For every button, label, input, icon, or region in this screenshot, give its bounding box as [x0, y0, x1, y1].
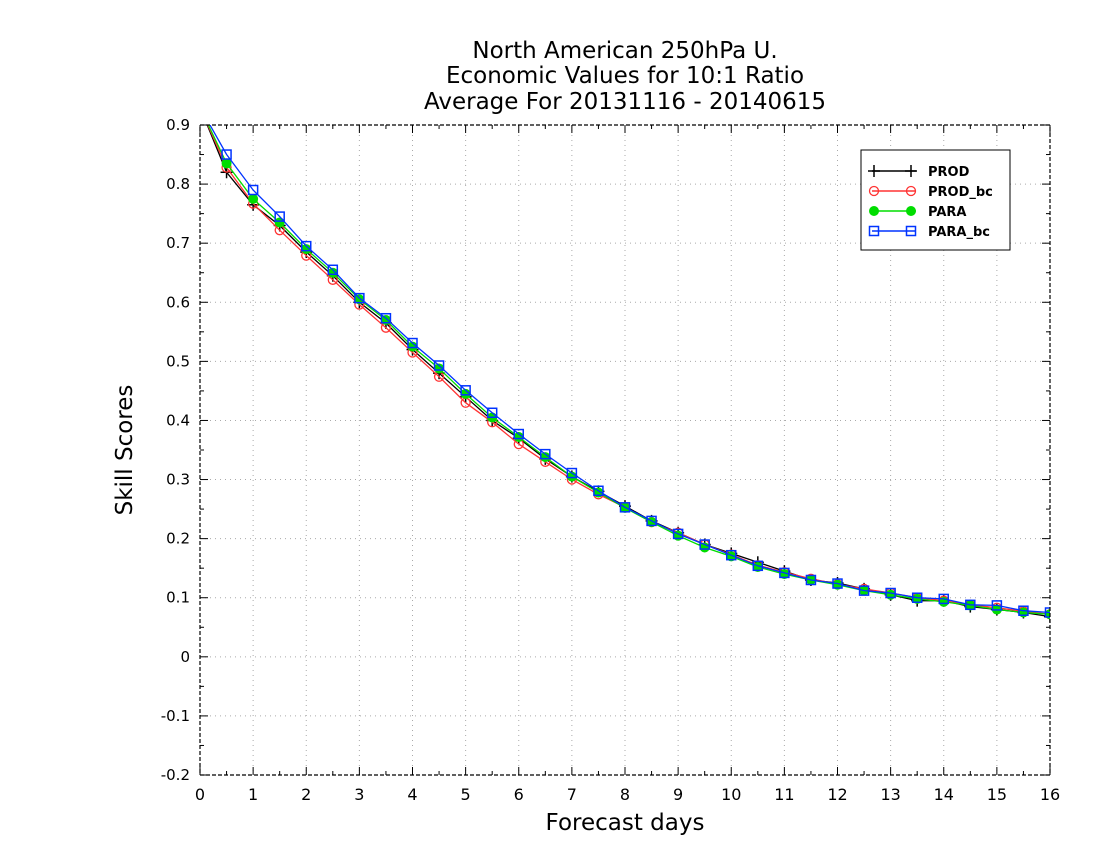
series-line-para-bc	[209, 125, 1050, 614]
x-tick-label: 10	[721, 785, 741, 804]
x-tick-label: 2	[301, 785, 311, 804]
data-point-para-bc	[832, 578, 843, 589]
legend: PROD PROD_bc PARA PARA_bc	[860, 149, 1011, 251]
legend-marker-para-bc	[905, 225, 917, 237]
data-point-para-bc	[805, 574, 817, 586]
legend-entry-para: PARA	[869, 205, 966, 220]
x-tick-label: 9	[673, 785, 683, 804]
data-point-para-bc	[221, 149, 232, 160]
chart-title-line-2: Economic Values for 10:1 Ratio	[445, 63, 805, 89]
data-point-para-bc	[593, 485, 604, 497]
axis-ticks: 0 1 2 3 4 5 6 7 8 9 10 11 12 13 14 15 16-0.2-0.100.10.20…	[161, 116, 1060, 804]
series-para-bc	[209, 125, 1050, 618]
data-point-para-bc	[486, 407, 498, 419]
data-point-para-bc	[699, 539, 710, 550]
legend-label-prod-bc: PROD_bc	[928, 185, 993, 200]
x-tick-label: 4	[407, 785, 417, 804]
y-tick-label: 0.9	[166, 116, 190, 134]
data-point-para-bc	[513, 428, 524, 440]
data-point-para	[221, 158, 232, 169]
x-tick-label: 8	[620, 785, 630, 804]
data-point-para-bc	[247, 184, 259, 196]
data-point-para-bc	[407, 337, 418, 349]
y-tick-label: 0.7	[166, 234, 190, 252]
data-point-para-bc	[858, 585, 870, 596]
legend-marker-para	[906, 206, 916, 216]
data-point-para-bc	[911, 592, 923, 603]
grid-lines	[200, 125, 1050, 775]
chart-title-line-1: North American 250hPa U.	[472, 38, 778, 64]
y-tick-label: 0.4	[166, 411, 190, 429]
data-point-para	[248, 193, 259, 204]
y-tick-label: 0.8	[166, 175, 190, 193]
data-point-para-bc	[752, 560, 764, 572]
x-tick-label: 11	[774, 785, 794, 804]
legend-entry-para-bc: PARA_bc	[868, 225, 990, 240]
y-tick-label: 0.6	[166, 293, 190, 311]
data-point-para-bc	[1018, 605, 1029, 616]
data-point-para-bc	[726, 549, 737, 561]
legend-marker-prod-bc	[905, 185, 917, 197]
data-point-para-bc	[965, 599, 976, 611]
x-tick-label: 1	[248, 785, 258, 804]
data-point-para-bc	[460, 385, 471, 396]
x-tick-label: 7	[567, 785, 577, 804]
data-point-para-bc	[354, 292, 365, 304]
data-point-para-bc	[327, 264, 339, 276]
chart-title-line-3: Average For 20131116 - 20140615	[423, 89, 827, 115]
data-point-para-bc	[433, 360, 445, 371]
legend-marker-prod-bc	[868, 185, 880, 197]
y-tick-label: 0.5	[166, 352, 190, 370]
series-group	[206, 125, 1050, 623]
data-point-para-bc	[938, 593, 949, 605]
data-point-para-bc	[619, 502, 631, 513]
data-point-para-bc	[1044, 607, 1050, 618]
legend-entry-prod: PROD	[868, 165, 970, 180]
data-point-para-bc	[274, 211, 285, 222]
data-point-para-bc	[779, 567, 790, 579]
x-axis-label: Forecast days	[545, 810, 705, 836]
data-point-para-bc	[380, 312, 392, 324]
data-point-para-bc	[301, 240, 312, 252]
data-point-para-bc	[672, 528, 684, 540]
y-tick-label: 0	[180, 648, 190, 666]
x-tick-label: 0	[195, 785, 205, 804]
legend-marker-prod	[905, 165, 917, 177]
y-tick-label: 0.2	[166, 530, 190, 548]
x-tick-label: 3	[354, 785, 364, 804]
legend-label-prod: PROD	[928, 165, 970, 180]
data-point-para-bc	[991, 600, 1003, 611]
legend-label-para: PARA	[928, 205, 966, 220]
x-tick-label: 12	[827, 785, 847, 804]
x-tick-label: 13	[880, 785, 900, 804]
data-point-para-bc	[646, 515, 657, 527]
y-tick-label: -0.1	[161, 707, 190, 725]
x-tick-label: 16	[1040, 785, 1060, 804]
legend-marker-para	[869, 206, 879, 216]
y-axis-label: Skill Scores	[112, 384, 138, 516]
legend-marker-prod	[868, 165, 880, 177]
x-tick-label: 15	[987, 785, 1007, 804]
x-tick-label: 14	[934, 785, 954, 804]
data-point-para-bc	[540, 448, 551, 460]
x-tick-label: 6	[514, 785, 524, 804]
legend-label-para-bc: PARA_bc	[928, 225, 990, 240]
data-point-para-bc	[566, 467, 578, 479]
y-tick-label: 0.1	[166, 589, 190, 607]
y-tick-label: 0.3	[166, 471, 190, 489]
y-tick-label: -0.2	[161, 766, 190, 784]
legend-entry-prod-bc: PROD_bc	[868, 185, 993, 200]
legend-box	[860, 149, 1011, 251]
x-tick-label: 5	[461, 785, 471, 804]
data-point-para-bc	[885, 587, 896, 599]
legend-marker-para-bc	[868, 225, 880, 237]
